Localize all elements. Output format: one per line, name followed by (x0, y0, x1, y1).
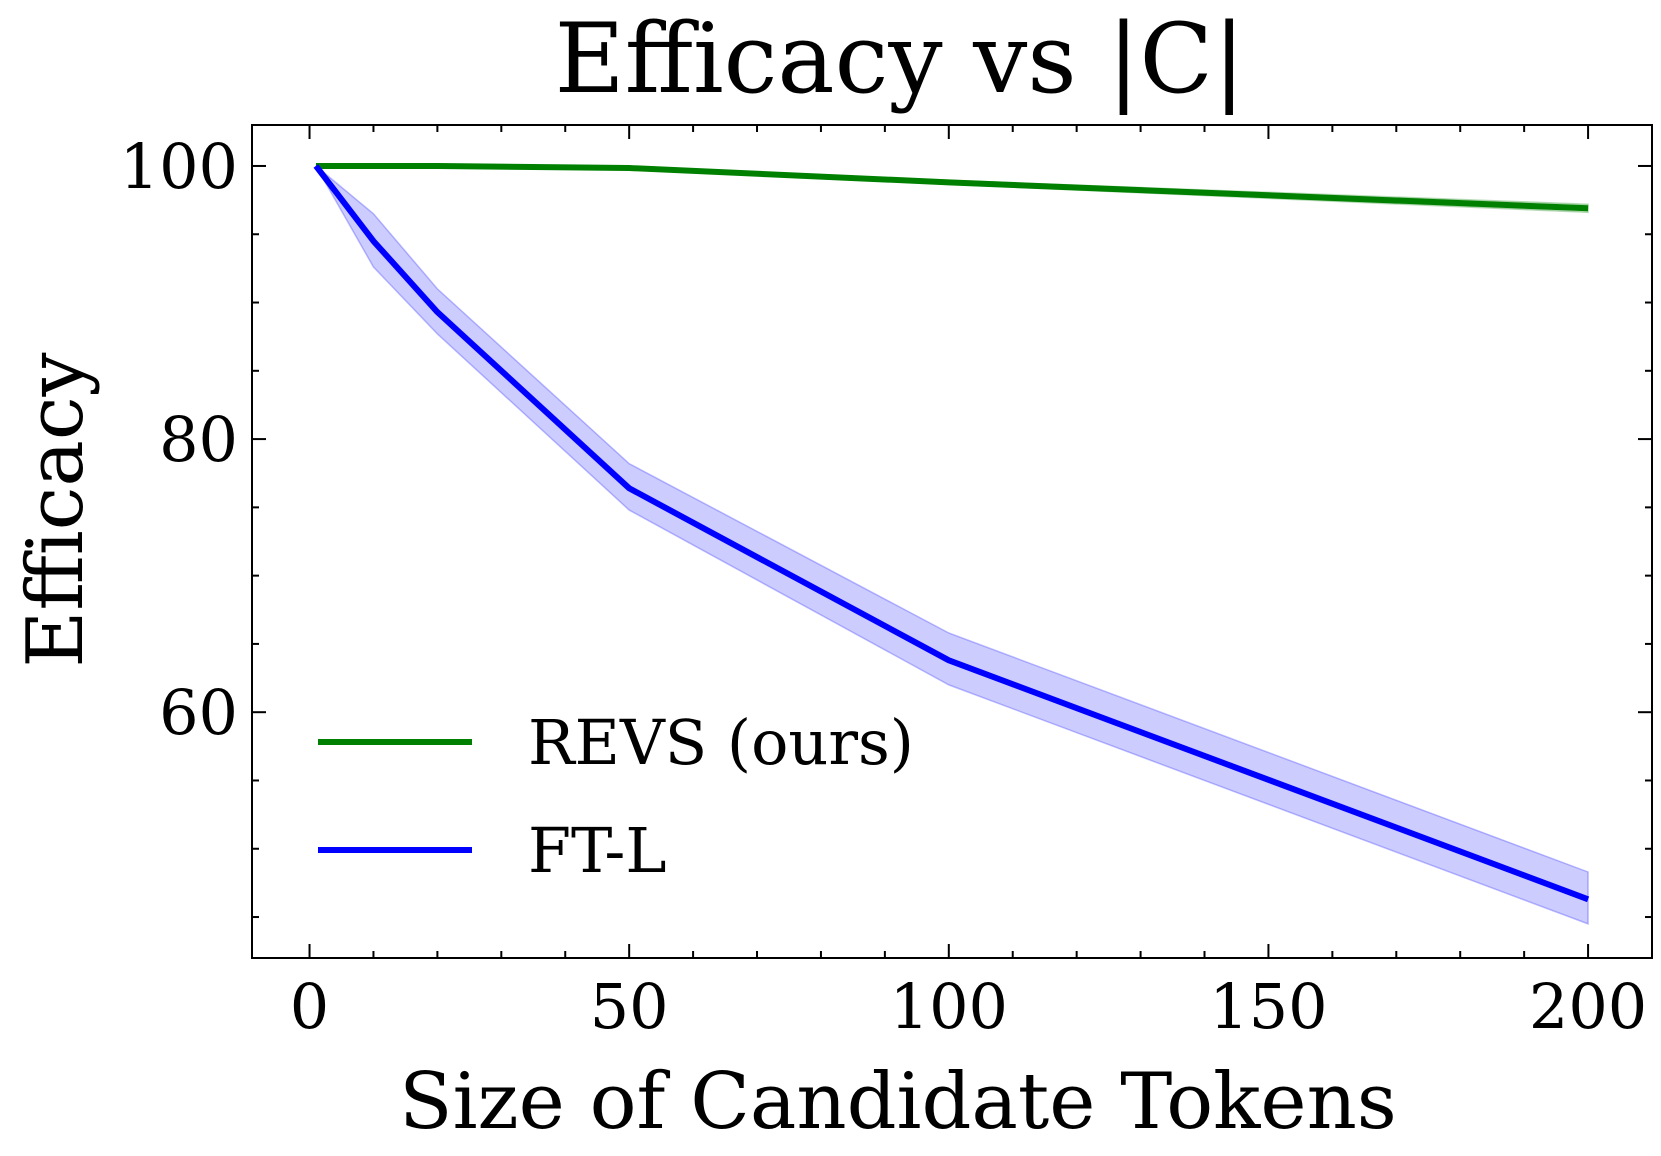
y-axis-label: Efficacy (11, 352, 101, 667)
chart-title: Efficacy vs |C| (555, 3, 1246, 115)
x-tick-label: 150 (1209, 970, 1327, 1043)
x-tick-label: 200 (1529, 970, 1647, 1043)
legend-label: REVS (ours) (528, 706, 914, 779)
legend-label: FT-L (528, 814, 667, 887)
x-tick-label: 50 (590, 970, 669, 1043)
y-tick-label: 80 (159, 403, 238, 476)
x-ticks: 0 50 100 150 200 (290, 125, 1653, 1043)
x-tick-label: 100 (890, 970, 1008, 1043)
series-line-ft-l (313, 164, 1590, 903)
x-tick-label: 0 (290, 970, 329, 1043)
series-line-revs-ours- (315, 162, 1589, 212)
legend: REVS (ours) FT-L (318, 706, 914, 887)
series-band-ft-l (315, 165, 1589, 925)
x-axis-label: Size of Candidate Tokens (399, 1057, 1397, 1147)
y-tick-label: 60 (159, 676, 238, 749)
series-band-revs-ours- (315, 165, 1589, 214)
y-ticks: 60 80 100 (120, 130, 1652, 919)
plot-frame (251, 124, 1653, 959)
y-tick-label: 100 (120, 130, 238, 203)
